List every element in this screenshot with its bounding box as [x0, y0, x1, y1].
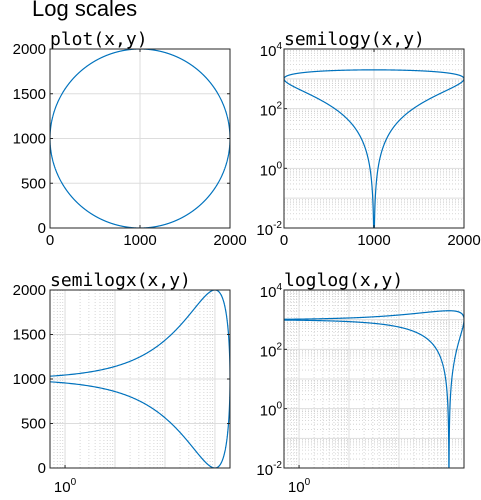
- y-tick-label: 10-2: [256, 220, 282, 239]
- series-line: [284, 69, 464, 228]
- x-tick-label: 2000: [447, 232, 480, 249]
- y-tick-label: 500: [21, 175, 46, 192]
- y-tick-label: 100: [260, 160, 283, 179]
- y-tick-label: 1000: [13, 371, 46, 388]
- subplot-title: semilogy(x,y): [284, 29, 425, 50]
- x-tick-label: 1000: [357, 232, 390, 249]
- x-tick-label: 0: [46, 232, 54, 249]
- figure-title: Log scales: [32, 0, 138, 21]
- y-tick-label: 100: [260, 401, 283, 420]
- subplot-title: plot(x,y): [50, 29, 148, 50]
- y-tick-label: 0: [38, 460, 46, 477]
- y-tick-label: 1500: [13, 327, 46, 344]
- x-tick-label: 2000: [213, 232, 246, 249]
- axes-box: [283, 289, 465, 469]
- y-tick-label: 104: [260, 41, 283, 60]
- x-tick-label: 100: [54, 477, 77, 496]
- y-tick-label: 102: [260, 101, 283, 120]
- subplot-title: semilogx(x,y): [50, 270, 191, 291]
- y-tick-label: 102: [260, 341, 283, 360]
- y-tick-label: 0: [38, 220, 46, 237]
- y-tick-label: 500: [21, 416, 46, 433]
- y-tick-label: 10-2: [256, 460, 282, 479]
- chart-panel-4: 100 10-2 100 102 104 loglog(x,y): [256, 270, 465, 496]
- subplot-title: loglog(x,y): [284, 270, 403, 291]
- y-tick-label: 104: [260, 282, 283, 301]
- y-tick-label: 1500: [13, 86, 46, 103]
- series-line: [50, 49, 230, 228]
- y-tick-label: 2000: [13, 41, 46, 58]
- y-tick-label: 2000: [13, 282, 46, 299]
- x-tick-label: 1000: [123, 232, 156, 249]
- x-tick-label: 100: [288, 477, 311, 496]
- chart-panel-2: 0 1000 2000 10-2 100 102 104 semilogy(x,y): [256, 29, 480, 249]
- y-tick-label: 1000: [13, 131, 46, 148]
- x-tick-label: 0: [280, 232, 288, 249]
